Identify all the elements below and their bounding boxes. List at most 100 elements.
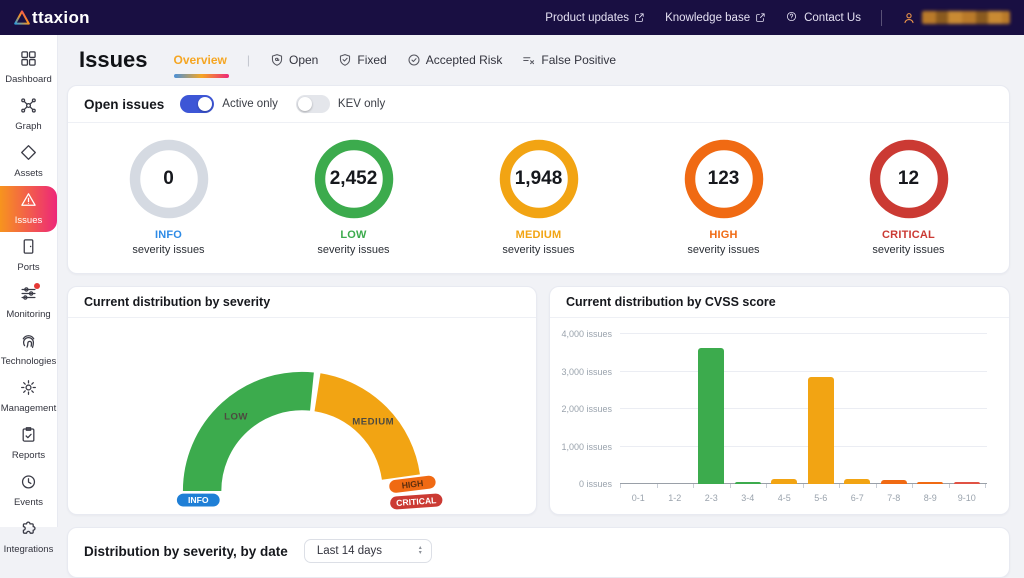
assets-icon — [20, 144, 37, 161]
sidebar-item-technologies[interactable]: Technologies — [0, 327, 57, 373]
topnav-link-contact-us[interactable]: Contact Us — [786, 11, 861, 24]
x-axis-tick — [876, 484, 877, 488]
topnav-link-product-updates[interactable]: Product updates — [545, 12, 645, 24]
y-tick-label: 3,000 issues — [556, 367, 612, 377]
toggle-active-only[interactable]: Active only — [180, 95, 278, 113]
toggle-kev-only[interactable]: KEV only — [296, 95, 385, 113]
user-menu[interactable] — [902, 11, 1010, 25]
bar-7-8 — [881, 480, 907, 484]
reports-icon — [20, 426, 37, 443]
x-tick-label: 3-4 — [730, 493, 767, 503]
y-tick-label: 1,000 issues — [556, 442, 612, 452]
tab-overview[interactable]: Overview — [174, 49, 227, 71]
shield-at-icon — [270, 53, 284, 67]
bar-8-9 — [917, 482, 943, 484]
x-axis-tick — [657, 484, 658, 488]
management-icon — [20, 379, 37, 396]
stat-sublabel: severity issues — [76, 244, 261, 256]
ports-icon — [20, 238, 37, 255]
stat-value: 0 — [129, 139, 209, 219]
logo-triangle-icon — [14, 10, 30, 25]
user-name-redacted — [922, 11, 1010, 24]
external-link-icon — [755, 12, 766, 23]
stat-ring: 123 — [684, 139, 764, 219]
sidebar-item-assets[interactable]: Assets — [0, 139, 57, 185]
sidebar-item-issues[interactable]: Issues — [0, 186, 57, 232]
toggle-kev-only-switch[interactable] — [296, 95, 330, 113]
bar-2-3 — [698, 348, 724, 484]
question-circle-icon — [786, 11, 799, 24]
stat-sublabel: severity issues — [446, 244, 631, 256]
toggle-active-only-switch[interactable] — [180, 95, 214, 113]
stat-severity-label: MEDIUM — [446, 229, 631, 241]
bar-6-7 — [844, 479, 870, 484]
x-axis-tick — [949, 484, 950, 488]
x-tick-label: 9-10 — [949, 493, 986, 503]
stat-severity-label: CRITICAL — [816, 229, 1001, 241]
date-range-select[interactable]: Last 14 days ▴▾ — [304, 539, 432, 563]
badge-check-icon — [407, 53, 421, 67]
x-tick-label: 2-3 — [693, 493, 730, 503]
x-axis-tick — [693, 484, 694, 488]
select-chevrons-icon: ▴▾ — [419, 546, 422, 556]
sidebar-item-monitoring[interactable]: Monitoring — [0, 280, 57, 326]
x-tick-label: 7-8 — [876, 493, 913, 503]
tab-accepted-risk[interactable]: Accepted Risk — [407, 49, 503, 71]
topnav-divider — [881, 10, 882, 26]
sidebar-item-events[interactable]: Events — [0, 468, 57, 514]
stat-value: 12 — [869, 139, 949, 219]
dashboard-icon — [20, 50, 37, 67]
tab-false-positive[interactable]: False Positive — [522, 49, 616, 71]
x-axis-tick — [985, 484, 986, 488]
stat-ring: 1,948 — [499, 139, 579, 219]
x-axis-tick — [912, 484, 913, 488]
topnav-link-knowledge-base[interactable]: Knowledge base — [665, 12, 766, 24]
events-icon — [20, 473, 37, 490]
bar-9-10 — [954, 482, 980, 484]
shield-check-icon — [338, 53, 352, 67]
sidebar-item-reports[interactable]: Reports — [0, 421, 57, 467]
tab-fixed[interactable]: Fixed — [338, 49, 386, 71]
bar-4-5 — [771, 479, 797, 484]
gridline — [620, 446, 987, 447]
svg-text:MEDIUM: MEDIUM — [352, 416, 394, 427]
stat-sublabel: severity issues — [261, 244, 446, 256]
tab-open[interactable]: Open — [270, 49, 318, 71]
y-tick-label: 4,000 issues — [556, 329, 612, 339]
stat-ring: 12 — [869, 139, 949, 219]
open-issues-toggle-row: Open issues Active only KEV only — [68, 86, 1009, 123]
sidebar-item-ports[interactable]: Ports — [0, 233, 57, 279]
open-issues-title: Open issues — [84, 97, 164, 112]
stat-severity-label: HIGH — [631, 229, 816, 241]
gridline — [620, 408, 987, 409]
toggles: Active only KEV only — [180, 95, 385, 113]
topnav-links: Product updates Knowledge base Contact Us — [545, 11, 861, 24]
top-nav: ttaxion Product updates Knowledge base Con… — [0, 0, 1024, 35]
graph-icon — [20, 97, 37, 114]
technologies-icon — [20, 332, 37, 349]
svg-text:INFO: INFO — [188, 495, 209, 505]
date-range-value: Last 14 days — [317, 545, 382, 557]
sidebar-item-management[interactable]: Management — [0, 374, 57, 420]
severity-by-date-panel: Distribution by severity, by date Last 1… — [67, 527, 1010, 578]
tab-separator: | — [247, 53, 250, 67]
gridline — [620, 333, 987, 334]
stat-info: 0 INFO severity issues — [76, 139, 261, 256]
gridline — [620, 371, 987, 372]
severity-by-date-title: Distribution by severity, by date — [84, 544, 288, 559]
sidebar-item-graph[interactable]: Graph — [0, 92, 57, 138]
brand-logo[interactable]: ttaxion — [14, 8, 90, 28]
stat-severity-label: INFO — [76, 229, 261, 241]
sidebar-item-dashboard[interactable]: Dashboard — [0, 45, 57, 91]
x-tick-label: 1-2 — [657, 493, 694, 503]
